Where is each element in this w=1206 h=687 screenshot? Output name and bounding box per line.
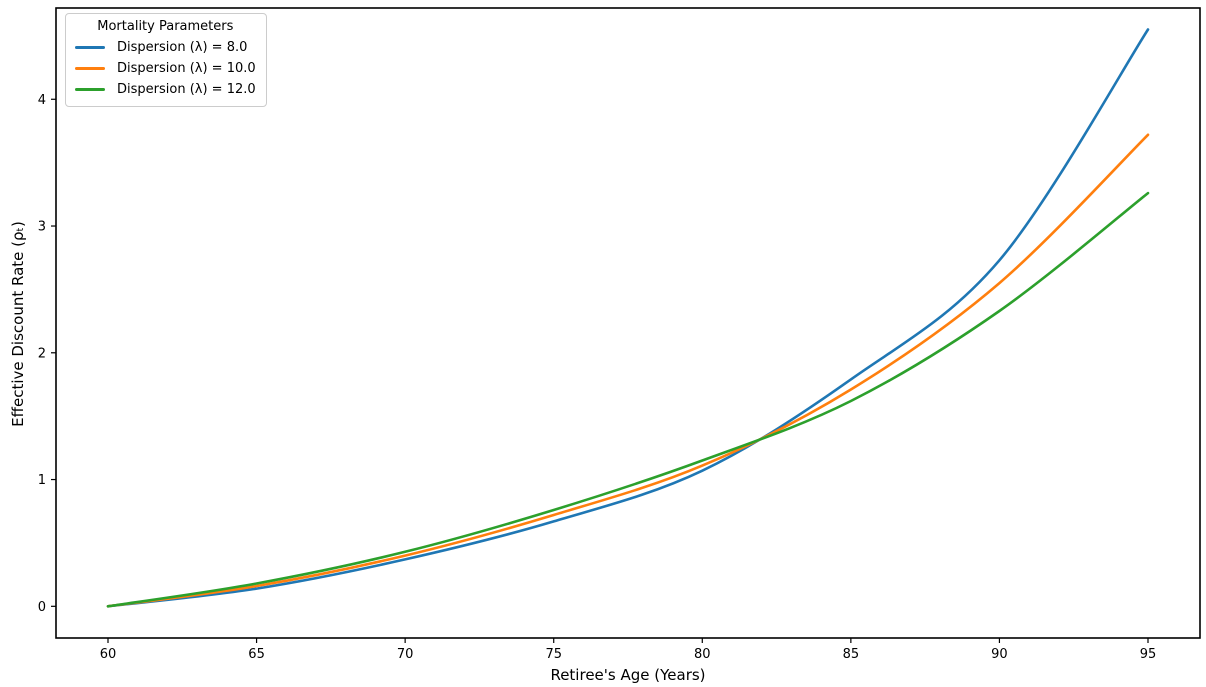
x-tick-label: 65 xyxy=(248,647,265,662)
series-line-1 xyxy=(106,133,1150,608)
x-tick-label: 70 xyxy=(397,647,414,662)
legend-item-label: Dispersion (λ) = 12.0 xyxy=(117,82,256,97)
x-axis-label: Retiree's Age (Years) xyxy=(550,666,706,684)
legend-line-swatch xyxy=(75,87,105,92)
x-tick-label: 85 xyxy=(843,647,860,662)
legend: Mortality Parameters Dispersion (λ) = 8.… xyxy=(65,13,267,107)
plot-area xyxy=(56,8,1200,638)
y-tick-label: 2 xyxy=(38,346,46,361)
legend-line-swatch xyxy=(75,66,105,71)
legend-item-0: Dispersion (λ) = 8.0 xyxy=(75,37,256,58)
legend-line-swatch xyxy=(75,45,105,50)
y-tick-label: 3 xyxy=(38,220,46,235)
legend-title: Mortality Parameters xyxy=(97,19,234,34)
x-tick-label: 80 xyxy=(694,647,711,662)
y-tick-label: 4 xyxy=(38,93,46,108)
legend-item-2: Dispersion (λ) = 12.0 xyxy=(75,79,256,100)
legend-item-label: Dispersion (λ) = 8.0 xyxy=(117,40,248,55)
y-axis-label: Effective Discount Rate (ρₜ) xyxy=(9,221,27,427)
y-tick-label: 1 xyxy=(38,473,46,488)
x-tick-label: 60 xyxy=(100,647,117,662)
axes-spines xyxy=(55,7,1201,639)
x-tick-label: 90 xyxy=(991,647,1008,662)
series-line-0 xyxy=(106,28,1150,608)
y-tick-label: 0 xyxy=(38,600,46,615)
legend-items: Dispersion (λ) = 8.0 Dispersion (λ) = 10.… xyxy=(75,37,256,100)
x-tick-label: 95 xyxy=(1140,647,1157,662)
legend-item-label: Dispersion (λ) = 10.0 xyxy=(117,61,256,76)
x-tick-label: 75 xyxy=(545,647,562,662)
series-line-2 xyxy=(106,191,1150,608)
legend-item-1: Dispersion (λ) = 10.0 xyxy=(75,58,256,79)
